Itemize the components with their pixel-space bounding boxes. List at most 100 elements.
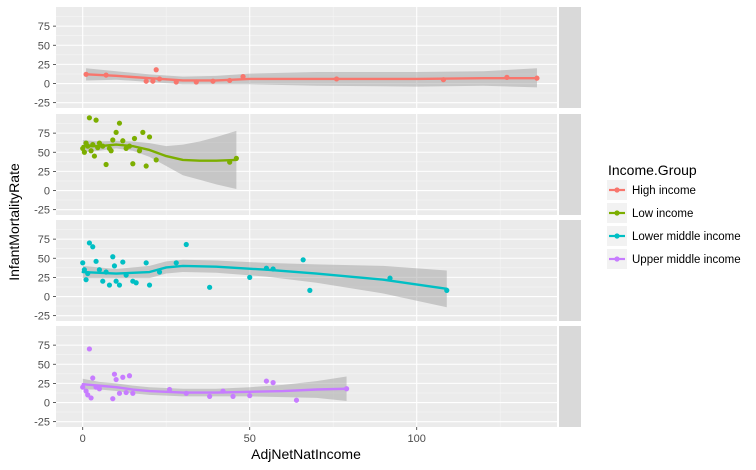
- y-axis-title: InfantMortalityRate: [6, 163, 22, 281]
- y-tick-label: -25: [34, 205, 50, 217]
- data-point: [143, 163, 149, 169]
- data-point: [113, 129, 119, 135]
- data-point: [91, 153, 98, 159]
- data-point: [143, 78, 149, 84]
- legend-item: Low income: [607, 203, 693, 223]
- y-tick-label: -25: [34, 311, 50, 323]
- y-tick-label: 50: [38, 147, 50, 159]
- y-tick-label: 50: [38, 40, 50, 52]
- y-tick-label: 25: [38, 166, 50, 178]
- data-point: [113, 376, 119, 383]
- legend-key-point: [614, 187, 620, 193]
- data-point: [140, 129, 146, 135]
- data-point: [80, 260, 86, 266]
- data-point: [96, 140, 103, 146]
- data-point: [207, 284, 213, 290]
- panel-background: [56, 220, 557, 321]
- data-point: [120, 374, 126, 380]
- data-point: [307, 287, 313, 293]
- data-point: [146, 134, 153, 140]
- data-point: [130, 161, 136, 167]
- y-tick-label: 50: [38, 253, 50, 265]
- trend-line: [81, 382, 348, 394]
- legend-label: Lower middle income: [632, 231, 741, 243]
- axes-layer: -25 0 25 50 75 -25 0 25 50 75 -25 0 25 50 75 -25 0 25 50 75…: [34, 21, 426, 445]
- panel-background: [56, 7, 557, 108]
- y-tick-label: 75: [38, 340, 50, 352]
- data-point: [86, 240, 92, 246]
- legend-key-point: [614, 256, 620, 262]
- legend-title: Income.Group: [608, 162, 697, 178]
- y-tick-label: -25: [34, 417, 50, 429]
- legend-item: Lower middle income: [607, 226, 741, 246]
- data-point: [247, 274, 253, 280]
- data-point: [116, 120, 123, 126]
- data-point: [230, 393, 236, 399]
- y-tick-label: 25: [38, 272, 50, 284]
- data-point: [103, 161, 109, 168]
- legend: Income.Group High income Low income Lower …: [607, 162, 741, 269]
- data-point: [130, 390, 136, 396]
- data-point: [100, 278, 106, 284]
- data-point: [120, 138, 126, 144]
- data-point: [116, 390, 123, 396]
- y-tick-label: 0: [44, 186, 50, 198]
- data-point: [293, 397, 300, 403]
- data-point: [108, 148, 114, 154]
- y-tick-label: 0: [44, 79, 50, 91]
- data-point: [93, 117, 99, 123]
- data-point: [93, 258, 99, 264]
- x-axis-title: AdjNetNatIncome: [251, 446, 361, 462]
- data-point: [81, 149, 87, 155]
- data-point: [111, 371, 118, 377]
- panel-low-income: Low income: [56, 114, 581, 215]
- data-point: [90, 244, 96, 250]
- trend-line: [84, 73, 539, 82]
- data-point: [183, 241, 189, 248]
- panel-lower-middle-income: Lower middle income: [56, 220, 581, 321]
- data-point: [110, 137, 116, 143]
- legend-label: High income: [632, 185, 696, 197]
- confidence-band: [82, 376, 347, 401]
- data-point: [123, 389, 129, 396]
- facet-strip: [559, 326, 581, 427]
- data-point: [173, 260, 179, 266]
- data-point: [80, 384, 86, 390]
- legend-label: Low income: [632, 208, 693, 220]
- data-point: [85, 392, 91, 398]
- y-tick-label: 0: [44, 292, 50, 304]
- trend-line: [81, 264, 448, 291]
- y-tick-label: -25: [34, 98, 50, 110]
- y-tick-label: 75: [38, 128, 50, 140]
- x-tick-label: 0: [80, 433, 86, 445]
- data-point: [88, 395, 94, 401]
- legend-key-point: [614, 233, 620, 239]
- y-tick-label: 50: [38, 359, 50, 371]
- data-point: [131, 135, 138, 142]
- data-point: [86, 346, 92, 352]
- facet-strip: [559, 114, 581, 215]
- legend-label: Upper middle income: [632, 254, 741, 266]
- panel-background: [56, 114, 557, 215]
- data-point: [111, 263, 118, 269]
- data-point: [263, 378, 270, 384]
- confidence-band: [82, 259, 447, 308]
- data-point: [150, 78, 156, 84]
- data-point: [113, 278, 119, 284]
- data-point: [143, 260, 149, 266]
- data-point: [133, 280, 139, 286]
- data-point: [136, 148, 143, 154]
- data-point: [240, 74, 246, 80]
- facet-strip: [559, 220, 581, 321]
- panel-background: [56, 326, 557, 427]
- x-tick-label: 50: [244, 433, 256, 445]
- data-point: [270, 380, 276, 386]
- data-point: [146, 282, 153, 288]
- legend-item: Upper middle income: [607, 249, 741, 269]
- data-point: [96, 386, 103, 392]
- data-point: [126, 373, 133, 379]
- data-point: [96, 267, 103, 273]
- y-tick-label: 75: [38, 21, 50, 33]
